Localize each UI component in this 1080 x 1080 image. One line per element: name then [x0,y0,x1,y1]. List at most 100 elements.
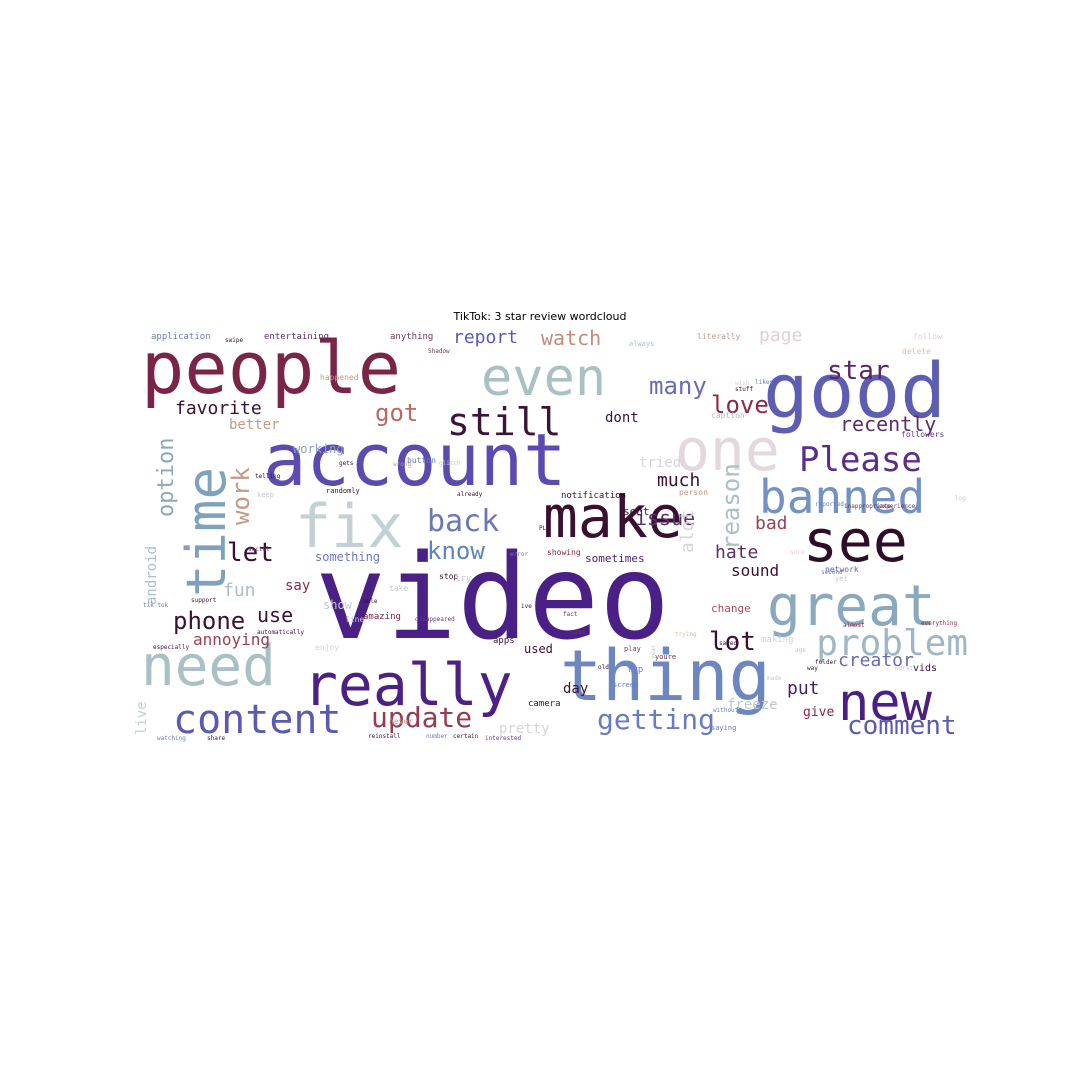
word-lot: lot [709,627,756,657]
word-likes: likes [755,379,773,386]
word-new: new [838,673,933,733]
word-network: network [825,565,859,574]
word-apps: apps [493,636,515,646]
word-yet: yet [835,575,848,583]
word-watching: watching [157,735,186,742]
word-recently: recently [840,412,936,436]
word-really: really [303,651,513,719]
word-automatically: automatically [257,629,304,636]
word-always: always [629,340,654,348]
word-telling: telling [255,473,281,480]
word-year: year [650,644,657,659]
word-something: something [315,550,380,564]
word-able: able [363,598,378,605]
word-fun: fun [223,580,256,601]
word-android: android [144,546,160,605]
word-way: way [807,665,818,672]
word-sound: sound [731,561,779,580]
word-experience: experience [879,503,916,510]
word-take: take [389,584,408,593]
word-trying: trying [675,631,697,638]
word-people: people [141,326,401,410]
word-application: application [151,332,211,342]
figure-title: TikTok: 3 star review wordcloud [453,310,627,323]
word-everything: everything [921,620,958,627]
word-say: say [285,578,310,594]
word-notification: notification [561,491,626,501]
word-play: play [624,645,641,653]
word-especially: especially [153,644,190,651]
word-ive: ive [521,603,532,610]
word-happened: happened [320,373,359,382]
word-good: good [763,346,946,435]
word-screen: screen [613,681,638,689]
word-saved: saved [719,640,737,647]
word-video: video [315,528,670,666]
word-keep: keep [257,491,274,499]
word-disappeared: disappeared [415,616,455,623]
word-stuff: stuff [735,386,753,393]
word-swipe: swipe [225,337,243,344]
word-enjoy: enjoy [315,643,339,652]
word-randomly: randomly [326,487,360,495]
word-followers: followers [901,430,945,439]
word-problem: problem [816,623,968,664]
word-plz: PLZ [539,525,550,532]
word-making: making [761,635,794,645]
word-put: put [787,678,820,699]
word-support: support [191,597,217,604]
word-fact: fact [563,611,578,618]
word-fine: fine [345,615,364,624]
word-never: never [389,717,413,726]
word-camera: camera [528,699,561,709]
word-hate: hate [715,542,758,563]
word-let: let [227,538,274,568]
word-banned: banned [759,470,925,524]
word-show: show [323,598,353,612]
word-sure: sure [790,549,805,556]
word-getting: getting [597,703,715,736]
word-great: great [767,574,936,639]
word-saying: saying [711,724,736,732]
word-already: already [457,491,483,498]
word-literally: literally [697,332,741,341]
word-account: account [263,418,566,502]
word-creator: creator [838,650,914,671]
word-alot: alot [677,510,698,553]
word-change: change [711,602,751,615]
word-social: social [248,546,270,553]
word-anything: anything [390,332,433,342]
word-star: star [827,356,890,386]
word-use: use [257,603,293,627]
word-live: live [135,701,150,735]
word-favorite: favorite [175,398,262,419]
word-much: much [657,470,700,491]
word-time: time [175,467,238,597]
word-number: number [426,733,448,740]
word-freeze: freeze [727,697,778,713]
word-report: report [453,327,518,348]
word-make: make [543,483,683,551]
word-pretty: pretty [499,721,550,737]
word-work: work [227,467,255,525]
word-folder: folder [815,659,837,666]
word-issue: issue [635,506,695,530]
word-certain: certain [453,733,479,740]
word-need: need [141,634,276,699]
word-working: working [293,442,344,456]
word-phone: phone [173,607,245,635]
word-caption: caption [711,411,745,420]
word-stop: stop [439,572,458,581]
word-love: love [711,391,769,419]
word-vids: vids [913,663,937,674]
word-worst: worst [895,665,913,672]
word-content: content [173,697,342,743]
word-follow: follow [913,332,942,341]
word-without: without [713,707,739,714]
word-old: old [598,664,609,671]
word-thing: thing [560,635,771,717]
word-wrong: wrong [393,461,411,468]
word-made: made [767,675,782,682]
word-sent: sent [623,505,650,518]
word-wish: wish [735,380,750,387]
